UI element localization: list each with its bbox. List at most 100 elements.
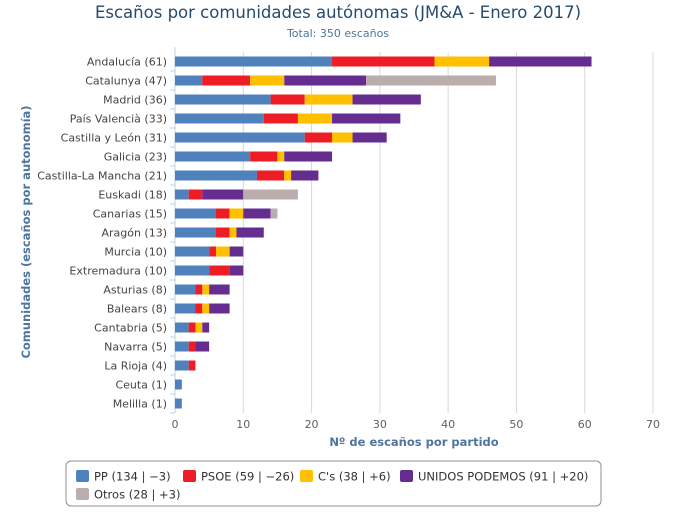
bar-segment [352,94,421,105]
bar-segment [256,170,285,181]
bar-segment [229,227,237,238]
bar-segment [297,113,333,124]
bar-segment [209,284,230,295]
bar-segment [209,246,216,257]
legend-swatch [76,470,89,482]
category-labels: Andalucía (61) Catalunya (47) Madrid (36) P… [37,56,167,411]
category-label: Canarias (15) [93,208,167,221]
bar-segment [243,189,298,200]
bar-segment [229,265,244,276]
bar-segment [304,132,333,143]
bar-segment [175,303,196,314]
bar-segment [195,341,210,352]
x-tick-label-30: 30 [373,418,387,431]
bar-segment [366,75,496,86]
bar-segment [175,113,264,124]
x-tick-label-60: 60 [578,418,592,431]
legend: PP (134 | −3) PSOE (59 | −26) C's (38 | +6… [76,470,588,502]
bar-segment [188,189,203,200]
bar-segment [175,322,189,333]
bar-segment [489,56,592,67]
legend-label: C's (38 | +6) [318,470,391,484]
category-label: Balears (8) [107,303,167,316]
legend-label: Otros (28 | +3) [94,488,180,502]
bar-segment [202,284,210,295]
bar-segment [284,75,367,86]
legend-swatch [183,470,196,482]
bar-segment [175,398,182,409]
bar-segment [175,75,203,86]
category-label: Cantabria (5) [94,322,167,335]
category-label: Ceuta (1) [115,379,167,392]
bar-segment [175,341,189,352]
bar-segment [229,208,244,219]
bar-segment [175,132,305,143]
bar-segment [175,189,189,200]
bar-segment [215,227,230,238]
bar-segment [175,379,182,390]
chart-title: Escaños por comunidades autónomas (JM&A … [95,3,581,22]
x-tick-label-10: 10 [236,418,250,431]
x-axis-title: Nº de escaños por partido [329,435,498,449]
legend-swatch [400,470,413,482]
legend-box [65,460,602,507]
bar-segment [202,189,244,200]
category-label: Asturias (8) [103,284,167,297]
x-axis-ticks: 0 10 20 30 40 50 60 70 [172,418,661,431]
x-tick-label-20: 20 [305,418,319,431]
bar-segment [188,341,196,352]
legend-swatch [300,470,313,482]
bar-segment [195,322,203,333]
bar-segment [250,151,278,162]
x-tick-label-70: 70 [646,418,660,431]
bar-segment [332,132,353,143]
bar-segment [270,94,305,105]
category-label: Madrid (36) [103,94,167,107]
category-label: Euskadi (18) [98,189,167,202]
category-label: La Rioja (4) [104,360,167,373]
bar-segment [270,208,278,219]
legend-label: PP (134 | −3) [94,470,171,484]
bar-segment [434,56,490,67]
bar-segment [236,227,264,238]
category-label: Extremadura (10) [69,265,167,278]
x-tick-label-0: 0 [172,418,179,431]
bar-segment [175,208,216,219]
bar-segment [188,360,196,371]
bar-segment [215,208,230,219]
legend-label: PSOE (59 | −26) [201,470,294,484]
bar-segment [284,151,333,162]
bar-segment [175,360,189,371]
category-label: Aragón (13) [101,227,167,240]
chart-subtitle: Total: 350 escaños [286,27,389,40]
bar-segment [188,322,196,333]
bar-segment [243,208,271,219]
bar-segment [332,56,435,67]
bar-segment [175,170,257,181]
bar-segment [175,246,210,257]
category-label: Murcia (10) [104,246,167,259]
legend-swatch [76,488,89,500]
bar-segment [175,56,333,67]
category-label: Castilla-La Mancha (21) [37,170,167,183]
category-label: País Valencià (33) [70,113,167,126]
category-label: Catalunya (47) [85,75,167,88]
bar-segment [195,284,203,295]
bar-segment [195,303,203,314]
bar-segment [209,265,230,276]
bar-segment [209,303,230,314]
bar-segment [263,113,298,124]
bar-segment [175,227,216,238]
x-tick-label-40: 40 [441,418,455,431]
bar-segment [332,113,401,124]
category-label: Andalucía (61) [87,56,167,69]
bar-segment [352,132,387,143]
bar-segment [175,284,196,295]
bar-segment [175,265,210,276]
category-label: Castilla y León (31) [61,132,167,145]
bar-segment [202,303,210,314]
category-label: Galicia (23) [104,151,167,164]
category-label: Melilla (1) [113,398,167,411]
